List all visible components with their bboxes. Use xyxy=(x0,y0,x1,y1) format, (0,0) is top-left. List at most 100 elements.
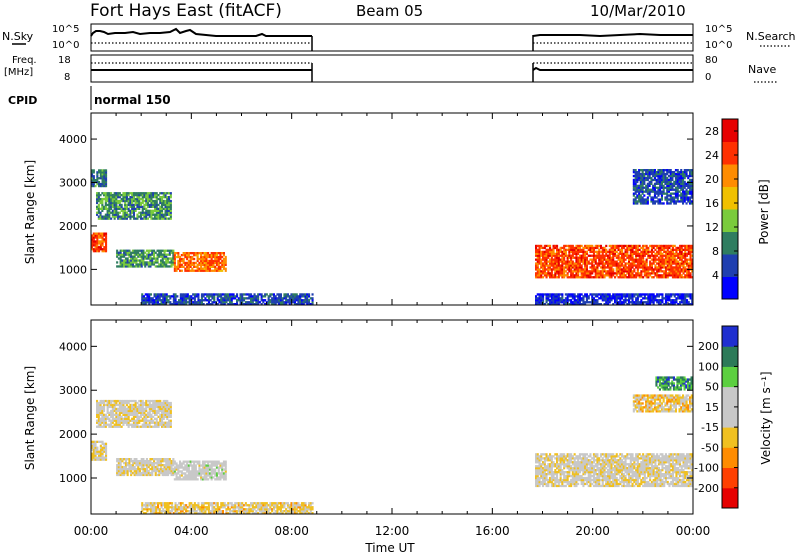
velocity-echo-cell xyxy=(157,423,160,426)
power-echo-cell xyxy=(115,199,118,203)
power-echo-cell xyxy=(122,213,125,216)
power-echo-cell xyxy=(635,266,638,269)
power-echo-cell xyxy=(123,259,126,262)
power-echo-cell xyxy=(628,274,631,277)
velocity-echo-cell xyxy=(127,419,130,422)
power-echo-cell xyxy=(659,266,662,269)
velocity-echo-cell xyxy=(131,425,134,428)
power-echo-cell xyxy=(578,256,581,259)
velocity-echo-cell xyxy=(101,401,104,405)
power-echo-cell xyxy=(622,293,625,296)
velocity-echo-cell xyxy=(94,448,97,451)
power-echo-cell xyxy=(687,192,690,195)
power-echo-cell xyxy=(149,259,152,262)
power-echo-cell xyxy=(230,303,233,305)
power-echo-cell xyxy=(103,248,106,251)
power-echo-cell xyxy=(689,262,692,265)
power-echo-cell xyxy=(96,181,99,184)
power-echo-cell xyxy=(679,252,682,255)
velocity-echo-cell xyxy=(168,471,171,475)
power-echo-cell xyxy=(622,303,625,305)
power-echo-cell xyxy=(650,169,653,172)
power-echo-cell xyxy=(167,253,170,256)
power-echo-cell xyxy=(603,254,606,257)
power-echo-cell xyxy=(679,293,682,296)
velocity-echo-cell xyxy=(105,454,108,457)
power-echo-cell xyxy=(669,182,672,185)
power-echo-cell xyxy=(164,211,167,214)
velocity-echo-cell xyxy=(148,403,151,407)
power-echo-cell xyxy=(638,172,641,176)
power-echo-cell xyxy=(101,182,104,186)
power-echo-cell xyxy=(599,244,602,248)
velocity-echo-cell xyxy=(103,407,106,411)
power-echo-cell xyxy=(150,194,153,197)
power-echo-cell xyxy=(668,256,671,259)
power-echo-cell xyxy=(117,196,120,199)
velocity-echo-cell xyxy=(168,458,171,461)
velocity-echo-cell xyxy=(138,421,141,424)
power-echo-cell xyxy=(148,199,151,203)
power-echo-cell xyxy=(106,203,109,207)
velocity-echo-cell xyxy=(104,423,107,426)
power-echo-cell xyxy=(179,269,182,272)
velocity-echo-cell xyxy=(157,405,160,409)
power-echo-cell xyxy=(219,252,222,255)
power-echo-cell xyxy=(111,196,114,199)
power-echo-cell xyxy=(615,295,618,298)
power-echo-cell xyxy=(612,246,615,250)
power-echo-cell xyxy=(563,260,566,263)
velocity-echo-cell xyxy=(104,403,107,407)
velocity-echo-cell xyxy=(148,421,151,424)
power-echo-cell xyxy=(155,192,158,195)
power-echo-cell xyxy=(638,171,641,174)
velocity-echo-cell xyxy=(124,411,127,414)
velocity-echo-cell xyxy=(106,415,109,418)
velocity-echo-cell xyxy=(191,478,194,481)
power-echo-cell xyxy=(94,248,97,251)
power-echo-cell xyxy=(306,301,309,304)
power-echo-cell xyxy=(167,265,170,268)
power-echo-cell xyxy=(671,172,674,176)
velocity-echo-cell xyxy=(172,458,175,461)
power-echo-cell xyxy=(680,196,683,199)
power-echo-cell xyxy=(122,192,125,195)
power-echo-cell xyxy=(99,175,102,178)
power-echo-cell xyxy=(124,261,127,264)
power-echo-cell xyxy=(676,198,679,201)
power-echo-cell xyxy=(638,264,641,267)
power-echo-cell xyxy=(97,207,100,210)
power-echo-cell xyxy=(684,293,687,296)
power-echo-cell xyxy=(603,262,606,265)
power-echo-cell xyxy=(123,265,126,268)
power-echo-cell xyxy=(162,207,165,210)
power-echo-cell xyxy=(679,276,682,279)
power-echo-cell xyxy=(156,259,159,262)
velocity-echo-cell xyxy=(115,401,118,405)
velocity-echo-cell xyxy=(122,423,125,426)
power-echo-cell xyxy=(271,303,274,305)
velocity-echo-cell xyxy=(207,474,210,477)
velocity-echo-cell xyxy=(154,465,157,469)
power-echo-cell xyxy=(582,256,585,259)
nsky-top-tick: 10^5 xyxy=(52,24,79,35)
velocity-echo-cell xyxy=(150,403,153,407)
power-echo-cell xyxy=(592,301,595,304)
power-echo-cell xyxy=(680,276,683,279)
power-echo-cell xyxy=(182,252,185,255)
velocity-echo-cell xyxy=(154,425,157,428)
power-echo-cell xyxy=(668,270,671,273)
velocity-echo-cell xyxy=(151,471,154,475)
velocity-echo-cell xyxy=(106,401,109,405)
velocity-echo-cell xyxy=(165,473,168,477)
power-echo-cell xyxy=(180,265,183,268)
velocity-echo-cell xyxy=(201,476,204,479)
power-echo-cell xyxy=(295,303,298,305)
velocity-echo-cell xyxy=(126,464,129,467)
power-echo-cell xyxy=(200,267,203,270)
power-echo-cell xyxy=(136,197,139,201)
velocity-echo-cell xyxy=(94,442,97,445)
power-echo-cell xyxy=(670,270,673,273)
velocity-echo-cell xyxy=(208,472,211,475)
power-echo-cell xyxy=(659,254,662,257)
